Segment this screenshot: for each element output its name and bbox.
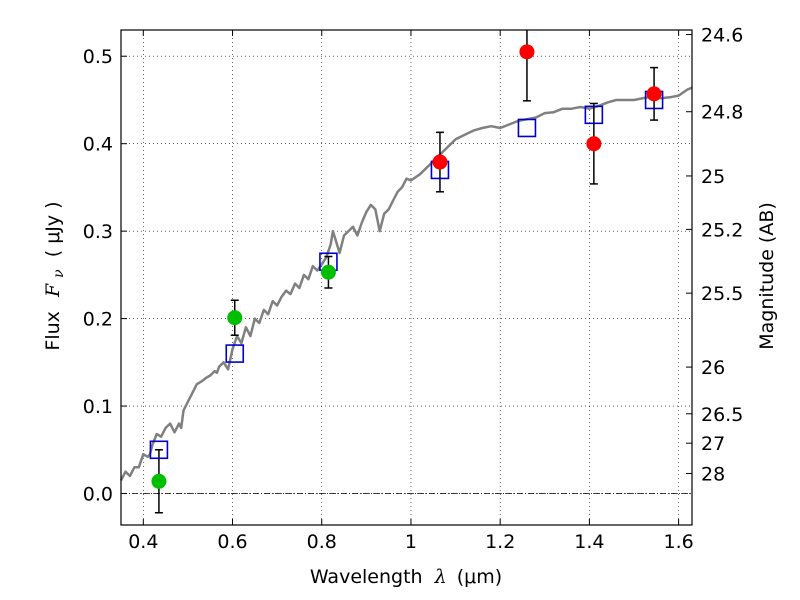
magnitude-tick-label: 27: [701, 433, 725, 455]
optical-photometry-point: [151, 473, 167, 489]
y-tick-label: 0.3: [83, 221, 113, 243]
y-tick-label: 0.2: [83, 309, 113, 331]
model-fluxes-point: [225, 344, 245, 363]
y-axis-title-subscript: ν: [51, 269, 67, 278]
nir-photometry-point: [586, 136, 602, 152]
magnitude-tick-label: 24.8: [701, 102, 743, 124]
optical-photometry-point: [320, 264, 336, 280]
magnitude-tick-label: 25.5: [701, 283, 743, 305]
x-axis-title-prefix: Wavelength: [310, 566, 423, 588]
x-tick-label: 0.8: [307, 531, 337, 553]
magnitude-tick-label: 25: [701, 166, 725, 188]
magnitude-tick-label: 26.5: [701, 404, 743, 426]
error-bars: [154, 30, 659, 514]
model-spectrum-line: [119, 86, 693, 481]
grid: [121, 30, 692, 525]
magnitude-tick-label: 25.2: [701, 219, 743, 241]
x-axis-title-unit: (μm): [457, 566, 502, 588]
x-tick-label: 1.6: [664, 531, 694, 553]
y-axis-title-prefix: Flux: [42, 311, 64, 351]
x-tick-label: 0.6: [217, 531, 247, 553]
model-spectrum-layer: [119, 86, 693, 481]
y2-axis-title: Magnitude (AB): [756, 202, 778, 350]
model-fluxes-point: [149, 440, 169, 460]
nir-photometry-point: [646, 86, 662, 102]
model-fluxes-point: [584, 105, 604, 125]
x-tick-label: 0.4: [128, 531, 158, 553]
y-axis-title-unit: ( μJy ): [42, 201, 64, 257]
x-tick-label: 1.4: [574, 531, 604, 553]
x-tick-label: 1.2: [485, 531, 515, 553]
y-axis-title-symbol: F: [42, 283, 64, 298]
model-fluxes-point: [517, 118, 537, 138]
y-tick-label: 0.4: [83, 134, 113, 156]
magnitude-tick-label: 28: [701, 463, 725, 485]
y-tick-label: 0.1: [83, 396, 113, 418]
x-tick-label: 1: [405, 531, 417, 553]
optical-photometry-point: [227, 310, 243, 326]
x-axis-title-symbol: λ: [434, 566, 447, 588]
y-tick-label: 0.0: [83, 484, 113, 506]
plot-frame: [120, 29, 693, 526]
magnitude-tick-label: 24.6: [701, 25, 743, 47]
nir-photometry-point: [432, 154, 448, 170]
axis-ticks: 0.4 0.6 0.8 1 1.2 1.4 1.6 0.0 0.1 0.2 0.3 0.4 0.5 24.…: [83, 25, 744, 553]
y-tick-label: 0.5: [83, 46, 113, 68]
magnitude-tick-label: 26: [701, 357, 725, 379]
data-markers: [149, 44, 664, 489]
y-axis-title: Flux F ν ( μJy ): [42, 201, 68, 350]
x-axis-title: Wavelength λ (μm): [310, 566, 502, 588]
nir-photometry-point: [519, 44, 535, 60]
